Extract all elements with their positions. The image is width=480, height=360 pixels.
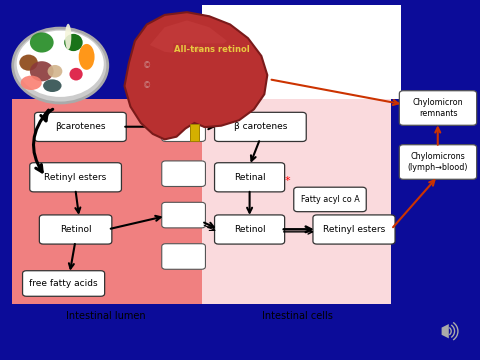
Polygon shape <box>442 324 449 338</box>
Text: *: * <box>284 176 290 186</box>
Text: β carotenes: β carotenes <box>234 122 287 131</box>
FancyBboxPatch shape <box>162 161 205 186</box>
FancyBboxPatch shape <box>215 163 285 192</box>
Ellipse shape <box>48 65 62 78</box>
FancyBboxPatch shape <box>313 215 395 244</box>
Text: Retinol: Retinol <box>234 225 265 234</box>
Ellipse shape <box>64 34 83 51</box>
Text: ©: © <box>143 61 151 70</box>
Text: Retinal: Retinal <box>234 173 265 182</box>
Ellipse shape <box>70 68 83 81</box>
Text: ©: © <box>143 82 151 91</box>
FancyBboxPatch shape <box>215 215 285 244</box>
FancyBboxPatch shape <box>437 324 469 349</box>
Ellipse shape <box>12 28 108 103</box>
Text: Retinol: Retinol <box>60 225 91 234</box>
FancyBboxPatch shape <box>202 5 401 99</box>
Ellipse shape <box>65 24 72 50</box>
FancyBboxPatch shape <box>12 99 202 304</box>
FancyBboxPatch shape <box>39 215 112 244</box>
Polygon shape <box>124 12 267 139</box>
FancyBboxPatch shape <box>162 112 205 141</box>
Text: Retinyl esters: Retinyl esters <box>45 173 107 182</box>
Ellipse shape <box>79 44 95 70</box>
Polygon shape <box>150 21 227 55</box>
Text: Intestinal lumen: Intestinal lumen <box>66 311 145 321</box>
FancyBboxPatch shape <box>399 91 477 125</box>
FancyBboxPatch shape <box>399 145 477 179</box>
Ellipse shape <box>21 76 42 90</box>
Text: Retinyl esters: Retinyl esters <box>323 225 385 234</box>
FancyBboxPatch shape <box>23 271 105 296</box>
Text: Intestinal cells: Intestinal cells <box>262 311 333 321</box>
FancyBboxPatch shape <box>35 112 126 141</box>
FancyBboxPatch shape <box>215 112 306 141</box>
FancyBboxPatch shape <box>294 187 366 212</box>
Ellipse shape <box>17 31 104 97</box>
Ellipse shape <box>30 61 54 81</box>
Text: βcarotenes: βcarotenes <box>55 122 106 131</box>
FancyBboxPatch shape <box>202 99 391 304</box>
Text: free fatty acids: free fatty acids <box>29 279 98 288</box>
Text: Chylomicrons
(lymph→blood): Chylomicrons (lymph→blood) <box>408 152 468 172</box>
Ellipse shape <box>43 79 61 92</box>
Ellipse shape <box>19 55 38 71</box>
FancyBboxPatch shape <box>162 244 205 269</box>
Text: Chylomicron
remnants: Chylomicron remnants <box>413 98 463 118</box>
FancyBboxPatch shape <box>190 124 199 141</box>
Text: Fatty acyl co A: Fatty acyl co A <box>300 195 360 204</box>
Text: All-trans retinol: All-trans retinol <box>174 45 250 54</box>
Ellipse shape <box>30 32 54 53</box>
FancyBboxPatch shape <box>162 202 205 228</box>
FancyBboxPatch shape <box>30 163 121 192</box>
